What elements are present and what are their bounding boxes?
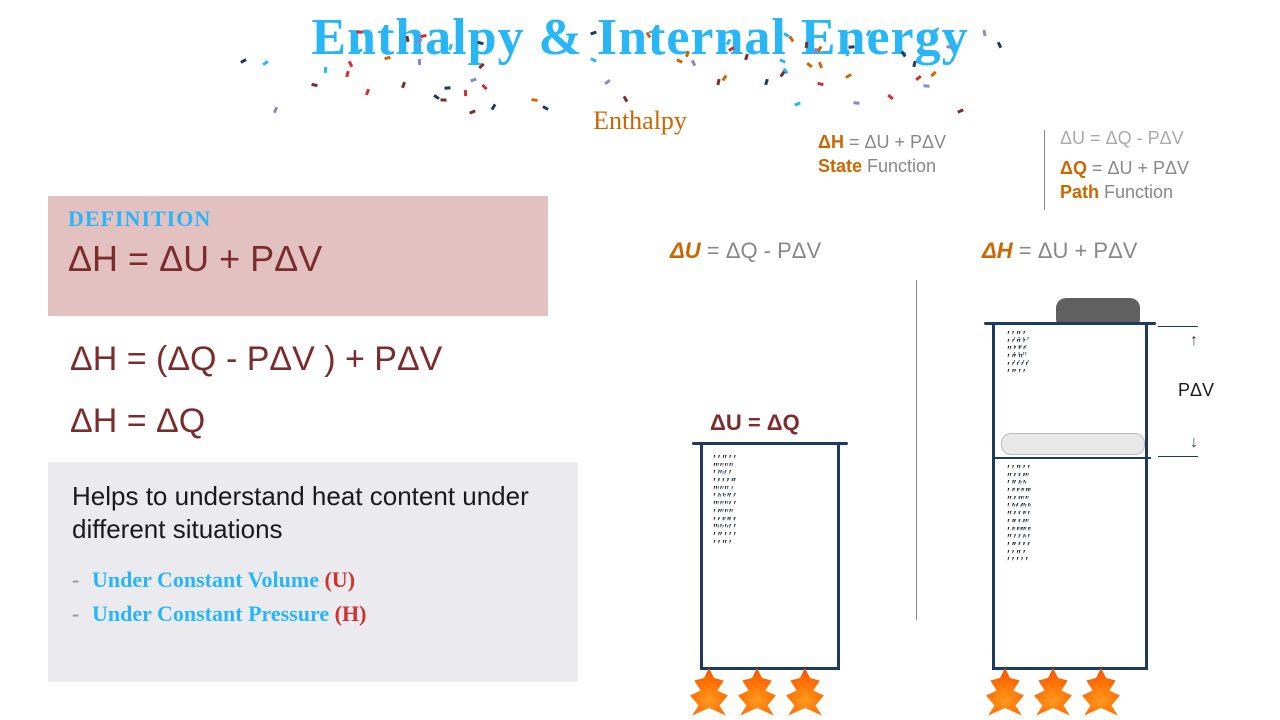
flames-right — [984, 668, 1122, 718]
confetti-dot — [417, 59, 420, 65]
equation-step-2: ΔH = (ΔQ - PΔV ) + PΔV — [70, 340, 442, 379]
flame-icon — [784, 668, 826, 718]
confetti-dot — [433, 94, 440, 100]
confetti-dot — [401, 82, 406, 89]
confetti-dot — [722, 74, 728, 81]
arrow-up-icon — [1190, 332, 1198, 350]
confetti-dot — [923, 84, 929, 88]
confetti-dot — [804, 42, 808, 48]
confetti-dot — [817, 82, 824, 86]
label-const-volume-eq: ΔU = ΔQ — [710, 410, 800, 436]
confetti-dot — [345, 70, 349, 77]
flames-left — [688, 668, 826, 718]
help-box: Helps to understand heat content under d… — [48, 462, 578, 682]
confetti-dot — [356, 30, 362, 34]
flame-icon — [736, 668, 778, 718]
confetti-dot — [311, 83, 318, 87]
formula-dh: ΔH = ΔU + PΔV — [818, 132, 946, 153]
formula-dq: ΔQ = ΔU + PΔV — [1060, 158, 1189, 179]
confetti-dot — [848, 45, 854, 49]
piston — [1001, 433, 1145, 455]
confetti-dot — [481, 84, 487, 90]
confetti-dot — [845, 73, 852, 79]
gas-scribble-2ab: ′ ′ ′ ′′ ′′ ′ ′ ′ ′′′ ′ ′ ′ — [1013, 339, 1145, 370]
piston-baseline — [995, 457, 1151, 459]
bullet-const-pressure: -Under Constant Pressure (H) — [72, 601, 554, 627]
pdv-label: PΔV — [1178, 380, 1214, 401]
bracket-bottom — [1158, 456, 1198, 457]
confetti-dot — [532, 99, 538, 103]
confetti-dot — [464, 89, 467, 95]
cylinder-const-pressure: ′ ′ ′′ ′ ′ ′ ′′ ′′′ ′ ′ ′ ′ ′′ ′′′ ′ ′ ′… — [992, 325, 1148, 670]
help-text: Helps to understand heat content under d… — [72, 480, 554, 545]
confetti-dot — [915, 75, 922, 81]
flame-icon — [688, 668, 730, 718]
confetti-dot — [888, 94, 895, 100]
formula-state-function: State Function — [818, 156, 936, 177]
confetti-dot — [324, 67, 327, 73]
confetti-dot — [445, 86, 451, 89]
definition-label: DEFINITION — [68, 206, 528, 232]
confetti-dot — [779, 71, 785, 78]
confetti-dot — [716, 78, 720, 85]
cylinder-const-volume: ′ ′ ′′ ′ ′′′ ′ ′ ′′ ′ ′′ ′ ′′ ′ ′ ′ ′′′′… — [700, 445, 840, 670]
diagram-divider — [916, 280, 917, 620]
confetti-dot — [470, 78, 477, 83]
label-du-equation: ΔU = ΔQ - PΔV — [670, 238, 821, 264]
confetti-dot — [764, 78, 769, 85]
formula-path-function: Path Function — [1060, 182, 1173, 203]
arrow-down-icon — [1190, 434, 1198, 452]
flame-icon — [984, 668, 1026, 718]
flame-icon — [1080, 668, 1122, 718]
formula-du-top: ΔU = ΔQ - PΔV — [1060, 128, 1184, 149]
page-title: Enthalpy & Internal Energy — [0, 8, 1280, 67]
confetti-dot — [604, 79, 611, 85]
gas-scribble-1b: ′ ′ ′ ′ ′ ′′ ′′ ′ ′ ′′ ′ ′ ′ ′′′ ′ ′ ′′ … — [717, 465, 837, 534]
bullet-const-volume: -Under Constant Volume (U) — [72, 567, 554, 593]
vline-top — [1044, 130, 1045, 210]
definition-box: DEFINITION ΔH = ΔU + PΔV — [48, 196, 548, 316]
bracket-top — [1158, 326, 1198, 327]
confetti-dot — [440, 99, 446, 102]
label-dh-equation: ΔH = ΔU + PΔV — [982, 238, 1137, 264]
equation-step-3: ΔH = ΔQ — [70, 402, 205, 441]
confetti-dot — [930, 71, 936, 77]
confetti-dot — [365, 89, 370, 96]
confetti-dot — [853, 101, 859, 105]
gas-scribble-2bb: ′ ′ ′ ′ ′ ′′ ′′ ′ ′ ′′ ′ ′ ′ ′′′ ′ ′ ′′ … — [1013, 475, 1145, 552]
definition-equation: ΔH = ΔU + PΔV — [68, 238, 528, 280]
piston-weight — [1056, 298, 1140, 324]
flame-icon — [1032, 668, 1074, 718]
confetti-dot — [623, 96, 629, 103]
